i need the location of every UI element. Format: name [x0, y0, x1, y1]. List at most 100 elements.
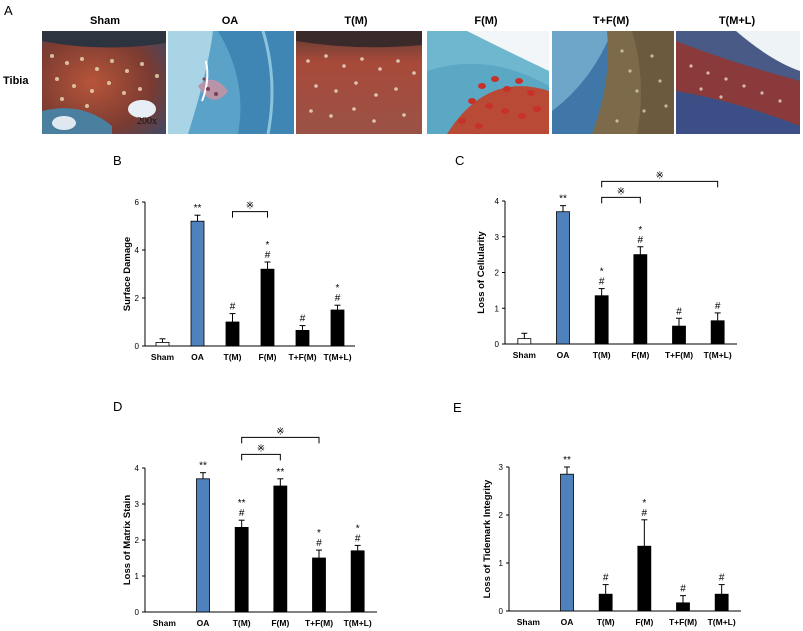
- bracket-symbol: ※: [246, 201, 254, 212]
- panel-b-letter: B: [113, 153, 122, 168]
- micrograph-tml: [676, 31, 800, 134]
- x-tick-label: OA: [191, 352, 204, 362]
- y-tick-label: 0: [135, 342, 140, 351]
- y-tick-label: 1: [495, 304, 500, 313]
- micrograph-fm: [427, 31, 549, 134]
- bar-t-m-: [598, 593, 613, 612]
- significance-marker: #: [642, 508, 648, 519]
- y-axis-label: Loss of Matrix Stain: [122, 495, 133, 585]
- significance-marker: #: [599, 277, 605, 288]
- significance-marker: **: [194, 203, 202, 214]
- micrograph-oa: [168, 31, 294, 134]
- x-tick-label: OA: [557, 350, 570, 360]
- comparison-bracket: [241, 436, 320, 444]
- significance-marker: *: [600, 267, 604, 278]
- significance-marker: #: [230, 302, 236, 313]
- bar-f-m-: [637, 545, 652, 612]
- row-label-tibia: Tibia: [3, 75, 29, 87]
- y-tick-label: 0: [135, 608, 140, 617]
- comparison-bracket: [601, 180, 719, 188]
- significance-marker: #: [676, 306, 682, 317]
- y-tick-label: 3: [499, 463, 504, 472]
- y-tick-label: 4: [135, 464, 140, 473]
- bracket-symbol: ※: [617, 186, 625, 197]
- y-axis-label: Surface Damage: [122, 237, 133, 311]
- micrograph-label-tm: T(M): [344, 15, 368, 27]
- bar-t-f-m-: [676, 602, 690, 612]
- significance-marker: **: [199, 461, 207, 472]
- significance-marker: #: [335, 293, 341, 304]
- x-tick-label: OA: [197, 618, 210, 628]
- y-tick-label: 1: [135, 572, 140, 581]
- x-tick-label: F(M): [271, 618, 289, 628]
- significance-marker: *: [336, 283, 340, 294]
- significance-marker: *: [356, 523, 360, 534]
- y-tick-label: 3: [495, 233, 500, 242]
- significance-marker: **: [559, 194, 567, 205]
- panel-e-letter: E: [453, 400, 462, 415]
- x-tick-label: T(M+L): [708, 617, 736, 627]
- x-tick-label: T+F(M): [669, 617, 697, 627]
- y-tick-label: 2: [499, 511, 504, 520]
- y-axis-label: Loss of Tidemark Integrity: [482, 479, 493, 598]
- micrograph-label-fm: F(M): [474, 15, 498, 27]
- significance-marker: #: [680, 584, 686, 595]
- x-tick-label: T(M+L): [344, 618, 372, 628]
- panel-a-letter: A: [4, 3, 13, 18]
- significance-marker: #: [603, 573, 609, 584]
- y-tick-label: 1: [499, 559, 504, 568]
- y-tick-label: 2: [495, 269, 500, 278]
- x-tick-label: Sham: [153, 618, 177, 628]
- significance-marker: **: [563, 455, 571, 466]
- bracket-symbol: ※: [257, 443, 265, 454]
- micrograph-label-tfm: T+F(M): [592, 15, 630, 27]
- x-tick-label: T+F(M): [665, 350, 693, 360]
- x-tick-label: T(M+L): [704, 350, 732, 360]
- comparison-bracket: [601, 196, 641, 204]
- x-tick-label: T(M): [233, 618, 251, 628]
- significance-marker: *: [266, 240, 270, 251]
- y-tick-label: 4: [135, 246, 140, 255]
- significance-marker: **: [238, 498, 246, 509]
- significance-marker: **: [276, 467, 284, 478]
- x-tick-label: Sham: [513, 350, 537, 360]
- x-tick-label: Sham: [151, 352, 175, 362]
- micrograph-tfm: [552, 31, 674, 134]
- significance-marker: #: [265, 250, 271, 261]
- comparison-bracket: [232, 211, 268, 218]
- bar-t-m-l-: [714, 593, 729, 612]
- micrograph-label-tml: T(M+L): [718, 15, 756, 27]
- bar-oa: [560, 473, 574, 612]
- x-tick-label: T+F(M): [305, 618, 333, 628]
- x-tick-label: OA: [561, 617, 574, 627]
- significance-marker: *: [638, 225, 642, 236]
- x-tick-label: F(M): [635, 617, 653, 627]
- y-tick-label: 2: [135, 536, 140, 545]
- y-tick-label: 2: [135, 294, 140, 303]
- micrograph-label-oa: OA: [221, 15, 239, 27]
- bracket-symbol: ※: [655, 170, 663, 181]
- micrograph-label-sham: Sham: [90, 15, 120, 27]
- x-tick-label: T(M+L): [323, 352, 351, 362]
- significance-marker: #: [638, 235, 644, 246]
- significance-marker: #: [239, 508, 245, 519]
- micrograph-sham: [42, 31, 166, 134]
- magnification-label: 200x: [137, 116, 157, 127]
- x-tick-label: T(M): [593, 350, 611, 360]
- micrograph-tm: [296, 31, 422, 134]
- x-tick-label: T(M): [224, 352, 242, 362]
- significance-marker: *: [642, 498, 646, 509]
- y-tick-label: 4: [495, 197, 500, 206]
- x-tick-label: Sham: [517, 617, 541, 627]
- y-tick-label: 0: [495, 340, 500, 349]
- x-tick-label: F(M): [259, 352, 277, 362]
- significance-marker: #: [715, 301, 721, 312]
- y-tick-label: 3: [135, 500, 140, 509]
- significance-marker: #: [316, 538, 322, 549]
- bracket-symbol: ※: [276, 426, 284, 437]
- significance-marker: #: [300, 314, 306, 325]
